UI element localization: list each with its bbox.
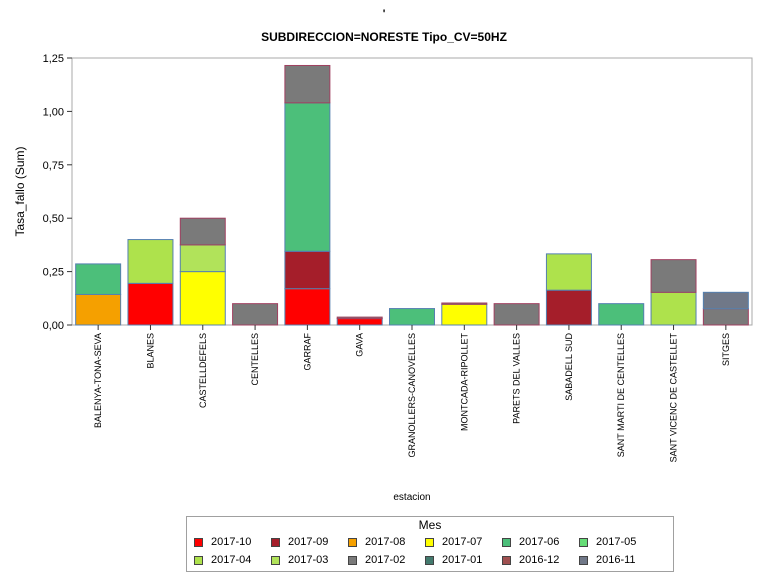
legend-swatch [579, 555, 588, 565]
legend-item: 2017-10 [192, 534, 269, 550]
chart-subtitle: SUBDIRECCION=NORESTE Tipo_CV=50HZ [261, 30, 507, 44]
x-tick-label: SABADELL SUD [564, 333, 574, 401]
bar-segment [493, 303, 540, 326]
legend-label: 2017-04 [211, 554, 252, 566]
legend-swatch [579, 537, 588, 547]
x-tick-label: GRANOLLERS-CANOVELLES [407, 333, 417, 458]
legend-items: 2017-10 2017-09 2017-08 2017-07 2017-06 2017-… [192, 534, 672, 568]
x-tick-label: MONTCADA-RIPOLLET [459, 333, 469, 432]
legend-swatch [271, 555, 280, 565]
legend-label: 2017-08 [365, 536, 406, 548]
x-tick-label: SANT VICENC DE CASTELLET [669, 333, 679, 463]
plot-frame [71, 57, 753, 326]
legend-item: 2017-07 [423, 534, 500, 550]
bar-segment [650, 259, 697, 293]
bar-segment [389, 308, 435, 326]
bar-segment [75, 263, 122, 295]
x-tick-label: PARETS DEL VALLES [512, 333, 522, 424]
legend-label: 2016-12 [519, 554, 560, 566]
x-tick-label: SANT MARTI DE CENTELLES [616, 333, 626, 457]
x-tick-label: CASTELLDEFELS [198, 333, 208, 408]
legend-title: Mes [418, 518, 442, 532]
legend-label: 2016-11 [596, 554, 636, 566]
bar-segment [284, 288, 331, 326]
bar-segment [179, 271, 226, 326]
legend: Mes 2017-10 2017-09 2017-08 2017-07 2017-06 2… [186, 516, 674, 572]
bar-segment [284, 250, 331, 290]
y-tick-label: 0,75 [43, 160, 64, 172]
y-tick-label: 1,00 [43, 106, 64, 118]
legend-item: 2017-06 [500, 534, 577, 550]
x-tick-label: BALENYA-TONA-SEVA [93, 333, 103, 428]
legend-label: 2017-10 [211, 536, 252, 548]
y-tick-label: 0,00 [43, 320, 64, 332]
x-tick-label: GARRAF [302, 333, 312, 371]
legend-item: 2017-04 [192, 552, 269, 568]
bar-segment [284, 102, 331, 252]
legend-item: 2016-12 [500, 552, 577, 568]
bar-segment [127, 282, 174, 326]
y-tick-label: 0,25 [43, 267, 64, 279]
x-axis-label: estacion [393, 492, 430, 503]
bar-segment [650, 291, 697, 326]
legend-swatch [194, 537, 203, 547]
bar-segment [702, 308, 749, 326]
legend-label: 2017-01 [442, 554, 483, 566]
y-axis-label: Tasa_fallo (Sum) [13, 146, 27, 236]
legend-label: 2017-02 [365, 554, 406, 566]
x-tick-label: SITGES [721, 333, 731, 366]
legend-label: 2017-05 [596, 536, 637, 548]
bar-segment [545, 289, 592, 326]
x-tick-label: BLANES [145, 333, 155, 369]
y-tick-label: 0,50 [43, 213, 64, 225]
legend-swatch [502, 537, 511, 547]
bar-segment [702, 291, 749, 310]
legend-item: 2017-02 [346, 552, 423, 568]
bar-segment [336, 316, 383, 320]
legend-label: 2017-03 [288, 554, 329, 566]
x-tick-label: GAVA [355, 333, 365, 357]
bar-segment [545, 253, 592, 291]
legend-swatch [348, 537, 357, 547]
legend-item: 2017-08 [346, 534, 423, 550]
bar-segment [441, 303, 488, 326]
legend-item: 2017-05 [577, 534, 654, 550]
legend-item: 2017-03 [269, 552, 346, 568]
legend-swatch [348, 555, 357, 565]
chart-title: ' [382, 8, 386, 20]
bar-segment [336, 318, 383, 326]
bar-chart: 0,00 0,25 0,50 0,75 1,00 1,25 Tasa_fallo (Sum)… [13, 53, 753, 503]
legend-swatch [271, 537, 280, 547]
bar-segment [232, 303, 279, 326]
legend-label: 2017-06 [519, 536, 560, 548]
legend-label: 2017-07 [442, 536, 483, 548]
legend-item: 2017-09 [269, 534, 346, 550]
x-tick-label: CENTELLES [250, 333, 260, 386]
legend-item: 2016-11 [577, 552, 654, 568]
legend-swatch [502, 555, 511, 565]
legend-swatch [425, 537, 434, 547]
bar-segment [127, 239, 174, 284]
y-tick-label: 1,25 [43, 53, 64, 65]
bar-segment [75, 293, 122, 326]
bar-segment [441, 302, 488, 305]
legend-swatch [194, 555, 203, 565]
legend-label: 2017-09 [288, 536, 329, 548]
legend-item: 2017-01 [423, 552, 500, 568]
legend-swatch [425, 555, 434, 565]
bar-segment [284, 64, 331, 104]
bar-segment [598, 303, 645, 326]
bar-segment [179, 244, 226, 273]
bar-segment [179, 217, 226, 246]
